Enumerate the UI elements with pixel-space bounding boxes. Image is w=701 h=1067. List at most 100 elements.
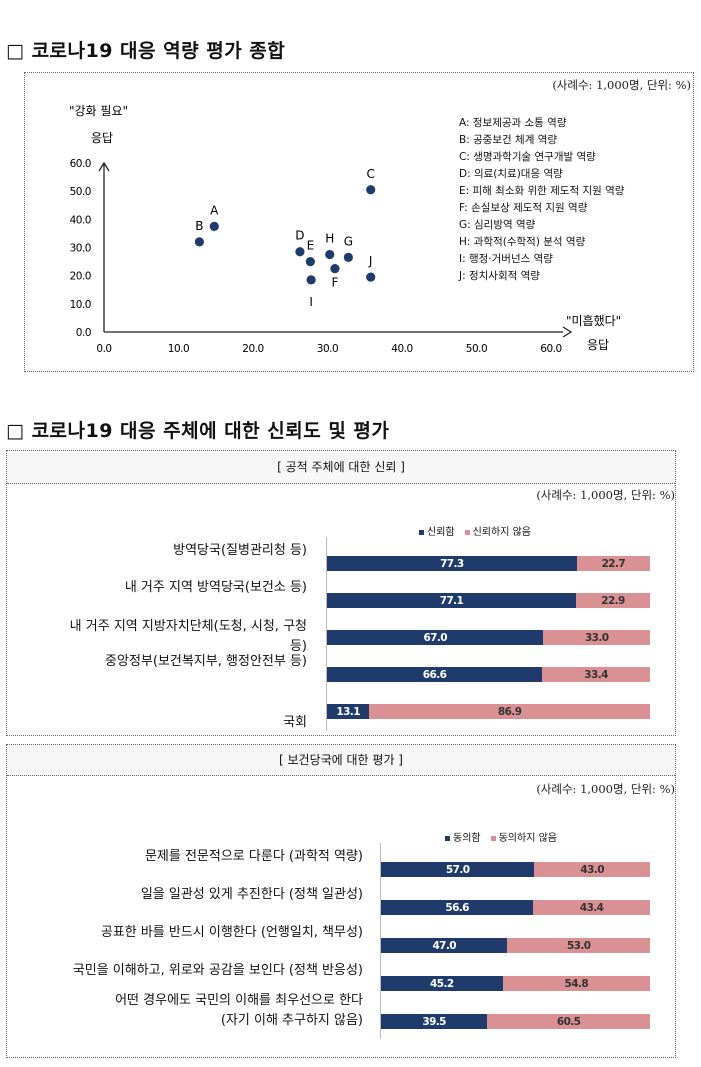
scatter-point-c [366,185,376,195]
scatter-point-b [194,237,204,247]
trust-row-label: 방역당국(질병관리청 등) [7,541,307,561]
eval-bar-segment-negative: 53.0 [507,938,650,953]
eval-row-label: 일을 일관성 있게 추진한다 (정책 일관성) [7,885,363,905]
eval-bar-segment-positive: 56.6 [381,900,534,915]
eval-row-label-line: 공표한 바를 반드시 이행한다 (언행일치, 책무성) [100,925,363,940]
trust-row-label-line: 등) [289,639,307,654]
trust-bar-segment-negative: 22.9 [576,593,650,608]
eval-bar: 47.0 53.0 [381,938,650,953]
eval-legend-item-2: 동의하지 않음 [490,829,557,844]
trust-bar-segment-positive: 13.1 [327,704,370,719]
trust-bar: 77.3 22.7 [327,556,650,571]
y-tick-label: 50.0 [70,186,91,198]
y-axis-title-line2: 응답 [91,131,113,145]
scatter-point-label-j: J [368,254,373,268]
eval-row-label-line: 일을 일관성 있게 추진한다 (정책 일관성) [140,887,363,902]
y-tick-label: 20.0 [70,271,91,283]
x-tick-label: 10.0 [168,343,189,355]
trust-unit-note: (사례수: 1,000명, 단위: %) [536,488,675,502]
trust-row-label: 국회 [7,713,307,733]
x-tick-label: 30.0 [317,343,338,355]
scatter-point-label-e: E [307,239,315,253]
trust-bar-segment-negative: 33.4 [542,667,650,682]
trust-bar: 67.0 33.0 [327,630,650,645]
scatter-legend-item: C: 생명과학기술 연구개발 역량 [459,151,596,163]
eval-bar-segment-positive: 39.5 [381,1014,488,1029]
scatter-legend-item: D: 의료(치료)대응 역량 [459,168,563,180]
trust-row-label-line: 국회 [283,715,307,730]
y-axis-title-line1: "강화 필요" [69,104,128,118]
eval-bar: 45.2 54.8 [381,976,650,991]
scatter-legend-item: I: 행정·거버넌스 역량 [459,253,553,265]
scatter-legend-item: A: 정보제공과 소통 역량 [459,117,567,129]
scatter-point-label-a: A [210,203,219,217]
scatter-point-label-h: H [325,232,334,246]
trust-row-label: 내 거주 지역 방역당국(보건소 등) [7,578,307,598]
trust-bar-segment-positive: 66.6 [327,667,543,682]
scatter-point-a [209,221,219,231]
eval-bar-segment-negative: 43.4 [533,900,650,915]
eval-row-label: 공표한 바를 반드시 이행한다 (언행일치, 책무성) [7,923,363,943]
eval-legend-label-2: 동의하지 않음 [498,833,557,844]
trust-bar-segment-negative: 22.7 [576,556,650,571]
x-tick-label: 20.0 [242,343,263,355]
section2-title: □ 코로나19 대응 주체에 대한 신뢰도 및 평가 [6,420,390,442]
y-tick-label: 30.0 [70,243,91,255]
scatter-point-label-c: C [367,167,375,181]
eval-row-label: 국민을 이해하고, 위로와 공감을 보인다 (정책 반응성) [7,961,363,981]
scatter-point-f [330,264,340,274]
y-tick-label: 60.0 [70,158,91,170]
scatter-point-h [325,249,335,260]
eval-row-label-line: 국민을 이해하고, 위로와 공감을 보인다 (정책 반응성) [72,963,363,978]
scatter-point-g [343,252,353,262]
trust-bar-segment-negative: 86.9 [369,704,650,719]
scatter-unit-note: (사례수: 1,000명, 단위: %) [552,78,691,92]
eval-row-label: 문제를 전문적으로 다룬다 (과학적 역량) [7,847,363,867]
eval-axis-line [380,843,381,1039]
eval-row-label: 어떤 경우에도 국민의 이해를 최우선으로 한다 (자기 이해 추구하지 않음) [7,991,363,1031]
x-tick-label: 60.0 [540,343,561,355]
scatter-point-i [306,275,316,285]
eval-row-label-line: 문제를 전문적으로 다룬다 (과학적 역량) [144,849,363,864]
scatter-point-e [305,256,315,267]
eval-row-label-line: (자기 이해 추구하지 않음) [220,1013,363,1028]
trust-chart-title: [ 공적 주체에 대한 신뢰 ] [7,451,675,484]
trust-legend-label-2: 신뢰하지 않음 [472,527,531,538]
scatter-point-label-d: D [295,229,304,243]
scatter-legend-item: E: 피해 최소화 위한 제도적 지원 역량 [459,185,625,197]
scatter-legend-item: H: 과학적(수학적) 분석 역량 [459,236,586,248]
y-tick-label: 10.0 [70,299,91,311]
trust-bar-segment-positive: 67.0 [327,630,544,645]
eval-bar-segment-negative: 54.8 [502,976,650,991]
trust-row-label-line: 내 거주 지역 방역당국(보건소 등) [124,580,307,595]
trust-bar: 66.6 33.4 [327,667,650,682]
y-tick-label: 0.0 [76,327,91,339]
trust-legend: 신뢰함 신뢰하지 않음 [419,523,531,538]
eval-legend-item-1: 동의함 [445,829,481,844]
eval-chart-box: [ 보건당국에 대한 평가 ] (사례수: 1,000명, 단위: %) 동의함… [6,744,676,1058]
trust-row-label: 중앙정부(보건복지부, 행정안전부 등) [7,652,307,672]
eval-bar: 39.5 60.5 [381,1014,650,1029]
x-axis-title-line1: "미흡했다" [566,314,621,328]
scatter-point-label-g: G [344,234,353,248]
eval-bar-segment-positive: 45.2 [381,976,503,991]
y-axis-arrow [98,161,110,172]
scatter-point-label-f: F [331,276,338,290]
trust-chart-box: [ 공적 주체에 대한 신뢰 ] (사례수: 1,000명, 단위: %) 신뢰… [6,450,676,736]
scatter-point-j [366,272,376,282]
eval-unit-note: (사례수: 1,000명, 단위: %) [536,782,675,796]
scatter-plot: 0.0 10.0 20.0 30.0 40.0 50.0 60.0 0.0 10.0 20.0 30… [69,104,621,355]
y-tick-label: 40.0 [70,214,91,226]
x-axis-arrow [562,326,573,338]
eval-row-label-line: 어떤 경우에도 국민의 이해를 최우선으로 한다 [115,993,363,1008]
trust-row-label-line: 중앙정부(보건복지부, 행정안전부 등) [105,654,307,669]
scatter-point-label-b: B [195,219,203,233]
trust-bar-segment-positive: 77.1 [327,593,577,608]
eval-legend-label-1: 동의함 [453,833,481,844]
trust-legend-label-1: 신뢰함 [427,527,455,538]
scatter-legend-item: B: 공중보건 체계 역량 [459,134,558,146]
eval-bar-segment-positive: 57.0 [381,862,535,877]
x-axis-title-line2: 응답 [587,338,609,352]
trust-row-label-line: 내 거주 지역 지방자치단체(도청, 시청, 구청 [69,619,307,634]
